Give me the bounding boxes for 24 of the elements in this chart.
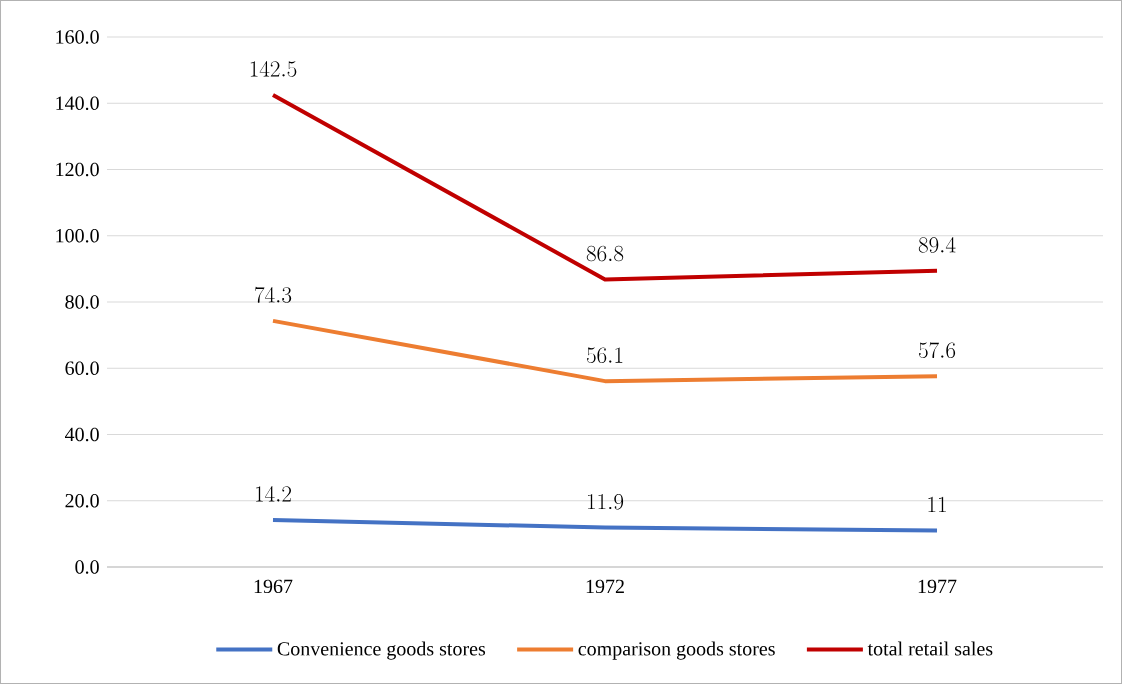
data-label: 74.3 (255, 286, 292, 303)
x-tick-label: 1967 (254, 579, 293, 594)
x-tick-label: 1977 (918, 579, 957, 594)
data-label: 142.5 (250, 61, 297, 77)
data-label: 14.2 (256, 486, 292, 502)
x-tick-label: 1972 (586, 579, 624, 594)
data-label: 57.6 (918, 342, 956, 359)
data-label: 56. 1 (586, 347, 623, 364)
data-label: 11 (928, 496, 946, 513)
y-tick-label: 120.0 (56, 162, 99, 177)
y-tick-label: 20.0 (65, 493, 99, 508)
legend-label: comparison goods stores (578, 641, 775, 660)
data-label: 86.8 (586, 245, 624, 262)
data-label: 11 .9 (588, 493, 624, 510)
y-tick-label: 60.0 (65, 361, 99, 376)
y-tick-label: 140.0 (56, 96, 99, 111)
legend-label: total retail sales (867, 641, 993, 656)
y-tick-label: 80.0 (65, 295, 99, 309)
legend-label: Convenience goods stores (277, 641, 486, 660)
data-label: 89.4 (918, 236, 956, 253)
y-tick-label: 40.0 (65, 427, 99, 442)
y-tick-label: 100.0 (56, 228, 99, 243)
y-tick-label: 0.0 (75, 560, 99, 574)
y-tick-label: 160.0 (56, 30, 99, 44)
